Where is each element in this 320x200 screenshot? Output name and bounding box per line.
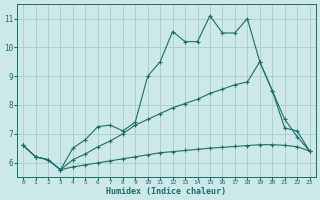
X-axis label: Humidex (Indice chaleur): Humidex (Indice chaleur): [106, 187, 226, 196]
